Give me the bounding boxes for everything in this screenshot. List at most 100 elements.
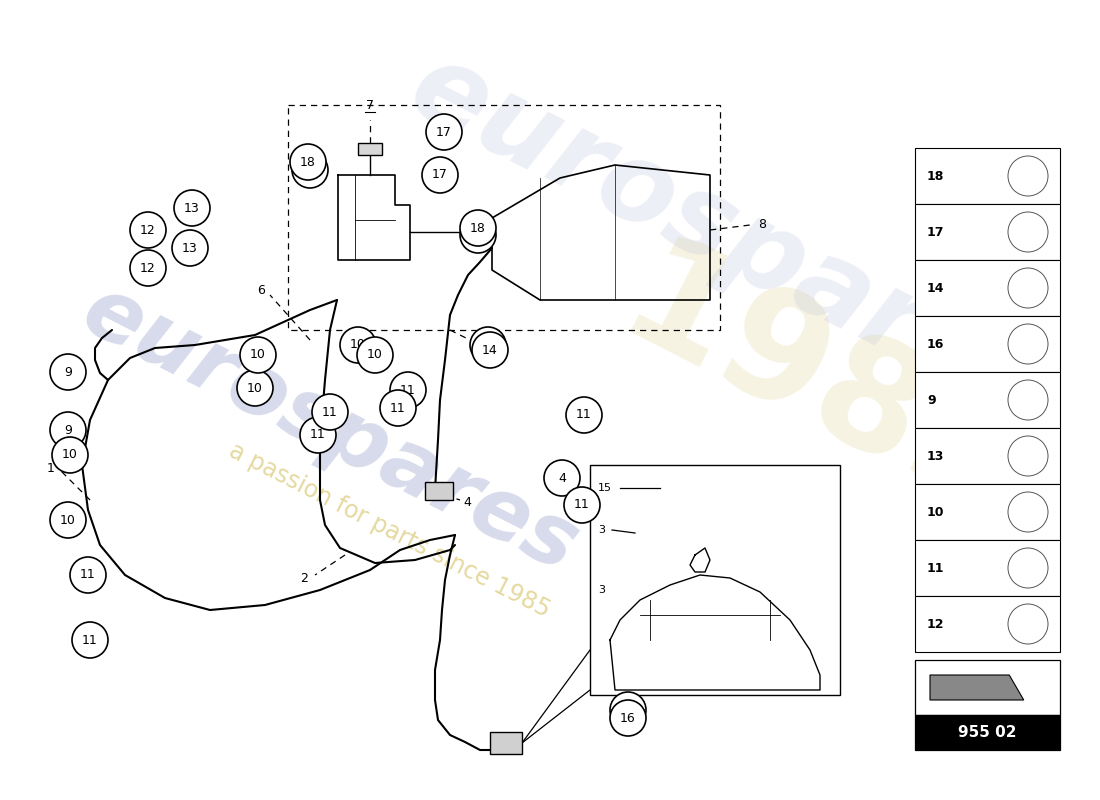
Text: 10: 10 — [60, 514, 76, 526]
Text: 16: 16 — [620, 711, 636, 725]
Text: 17: 17 — [436, 126, 452, 138]
Circle shape — [470, 327, 506, 363]
Bar — [915, 484, 1060, 540]
Bar — [915, 316, 1060, 372]
Text: eurospares: eurospares — [68, 270, 592, 590]
Text: 9: 9 — [927, 394, 936, 406]
Circle shape — [1008, 436, 1048, 476]
Text: 11: 11 — [390, 402, 406, 414]
Text: 13: 13 — [184, 202, 200, 214]
Text: 17: 17 — [432, 169, 448, 182]
Text: 1985: 1985 — [597, 227, 1043, 553]
Circle shape — [50, 412, 86, 448]
Circle shape — [426, 114, 462, 150]
Bar — [915, 372, 1060, 428]
Circle shape — [610, 700, 646, 736]
Circle shape — [340, 327, 376, 363]
Circle shape — [390, 372, 426, 408]
Text: 2: 2 — [300, 571, 308, 585]
Text: 18: 18 — [927, 170, 945, 182]
Bar — [915, 596, 1060, 652]
Text: 18: 18 — [470, 222, 486, 234]
Circle shape — [292, 152, 328, 188]
Circle shape — [50, 502, 86, 538]
Text: 12: 12 — [927, 618, 945, 630]
Bar — [490, 732, 522, 754]
Text: 16: 16 — [927, 338, 945, 350]
Circle shape — [312, 394, 348, 430]
Text: 14: 14 — [482, 343, 498, 357]
Text: 14: 14 — [480, 338, 496, 351]
Circle shape — [72, 622, 108, 658]
Text: 16: 16 — [620, 703, 636, 717]
Text: 10: 10 — [350, 338, 366, 351]
Text: eurospares: eurospares — [393, 33, 1067, 447]
Text: 11: 11 — [574, 498, 590, 511]
Circle shape — [1008, 604, 1048, 644]
Circle shape — [566, 397, 602, 433]
Circle shape — [130, 212, 166, 248]
Circle shape — [236, 370, 273, 406]
Text: 11: 11 — [927, 562, 945, 574]
Circle shape — [358, 337, 393, 373]
Polygon shape — [930, 675, 1024, 700]
Circle shape — [422, 157, 458, 193]
Bar — [915, 428, 1060, 484]
Circle shape — [1008, 324, 1048, 364]
Circle shape — [610, 692, 646, 728]
Text: 9: 9 — [64, 423, 72, 437]
Text: 11: 11 — [82, 634, 98, 646]
Text: 18: 18 — [302, 163, 318, 177]
Text: 11: 11 — [576, 409, 592, 422]
Bar — [425, 482, 453, 500]
Circle shape — [174, 190, 210, 226]
Text: 11: 11 — [80, 569, 96, 582]
Text: 11: 11 — [322, 406, 338, 418]
Text: 10: 10 — [250, 349, 266, 362]
Bar — [590, 465, 840, 695]
Text: 11: 11 — [310, 429, 326, 442]
Circle shape — [172, 230, 208, 266]
Bar — [915, 660, 1060, 715]
Circle shape — [1008, 548, 1048, 588]
Circle shape — [460, 217, 496, 253]
Circle shape — [1008, 268, 1048, 308]
Bar — [915, 260, 1060, 316]
Text: 9: 9 — [64, 366, 72, 378]
Circle shape — [1008, 492, 1048, 532]
Text: 6: 6 — [257, 283, 265, 297]
Text: 3: 3 — [598, 585, 605, 595]
Text: a passion for parts since 1985: a passion for parts since 1985 — [226, 438, 554, 622]
Text: 1: 1 — [47, 462, 55, 474]
Text: 13: 13 — [183, 242, 198, 254]
Text: 15: 15 — [598, 483, 612, 493]
Circle shape — [379, 390, 416, 426]
Text: 12: 12 — [140, 262, 156, 274]
Circle shape — [1008, 212, 1048, 252]
Text: 18: 18 — [470, 229, 486, 242]
Text: 5: 5 — [493, 346, 500, 359]
Text: 11: 11 — [400, 383, 416, 397]
Text: 18: 18 — [300, 155, 316, 169]
Circle shape — [1008, 380, 1048, 420]
Text: 10: 10 — [62, 449, 78, 462]
Text: 10: 10 — [927, 506, 945, 518]
Circle shape — [460, 210, 496, 246]
Bar — [358, 143, 382, 155]
Circle shape — [472, 332, 508, 368]
Text: 14: 14 — [927, 282, 945, 294]
Circle shape — [1008, 156, 1048, 196]
Text: 4: 4 — [463, 495, 471, 509]
Circle shape — [290, 144, 326, 180]
Circle shape — [544, 460, 580, 496]
Text: 3: 3 — [598, 525, 605, 535]
Bar — [915, 715, 1060, 750]
Text: 10: 10 — [248, 382, 263, 394]
Text: 10: 10 — [367, 349, 383, 362]
Text: 8: 8 — [758, 218, 766, 231]
Text: 12: 12 — [140, 223, 156, 237]
Text: 955 02: 955 02 — [958, 725, 1016, 740]
Circle shape — [300, 417, 336, 453]
Bar — [288, 105, 720, 330]
Text: 4: 4 — [558, 471, 565, 485]
